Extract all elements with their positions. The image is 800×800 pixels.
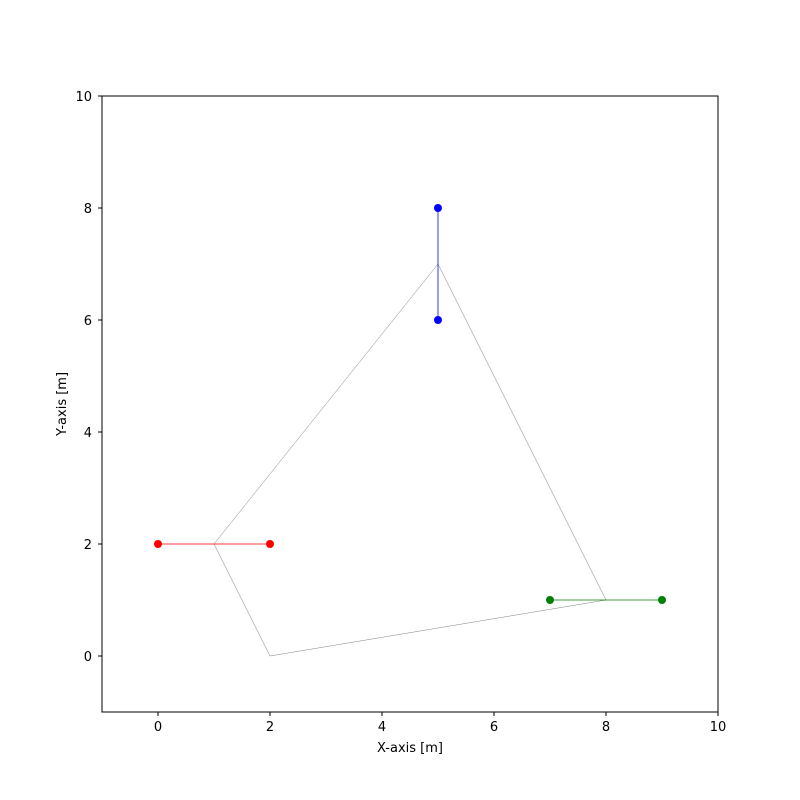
y-tick-label: 4 [84,426,92,441]
series-1-point [154,540,162,548]
x-tick-label: 4 [378,720,386,735]
x-tick-label: 8 [602,720,610,735]
x-ticks: 0 2 4 6 8 10 [154,712,726,735]
series-2-point [434,316,442,324]
series-3-point [546,596,554,604]
x-tick-label: 0 [154,720,162,735]
x-tick-label: 10 [710,720,727,735]
y-tick-label: 10 [75,90,92,105]
series-2-point [434,204,442,212]
series-3-point [658,596,666,604]
y-tick-label: 2 [84,538,92,553]
series-layer [154,204,666,657]
plot-frame [101,95,719,713]
x-axis-label: X-axis [m] [377,741,443,756]
x-tick-label: 2 [266,720,274,735]
y-ticks: 0 2 4 6 8 10 [75,90,102,665]
y-tick-label: 8 [84,202,92,217]
y-axis-label: Y-axis [m] [55,372,70,437]
plot-area [102,96,718,712]
y-tick-label: 6 [84,314,92,329]
x-tick-label: 6 [490,720,498,735]
y-tick-label: 0 [84,650,92,665]
series-1-point [266,540,274,548]
